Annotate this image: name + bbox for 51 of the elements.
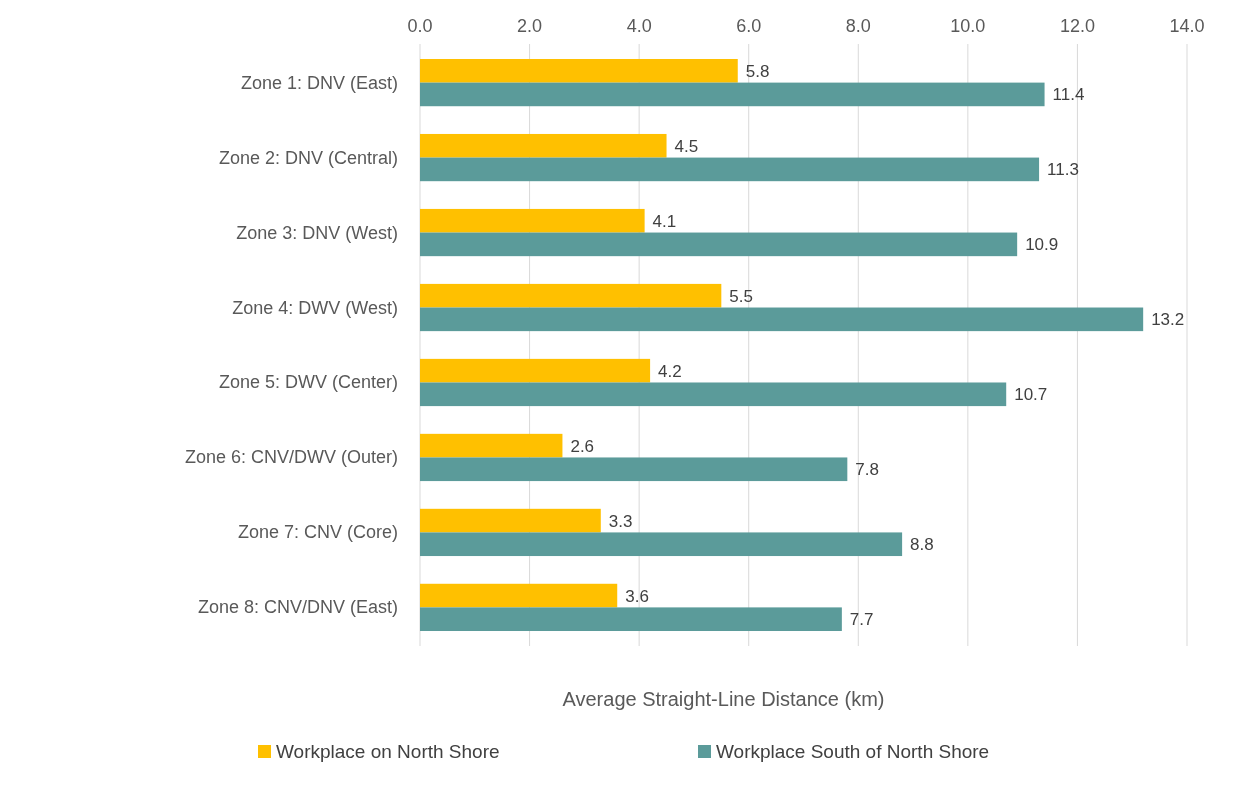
bar	[420, 208, 645, 233]
bar	[420, 532, 903, 557]
x-axis-title: Average Straight-Line Distance (km)	[562, 688, 885, 710]
x-tick-label: 6.0	[736, 16, 762, 36]
legend-label: Workplace on North Shore	[276, 741, 500, 762]
bar	[420, 133, 667, 158]
y-tick-label: Zone 7: CNV (Core)	[237, 522, 398, 543]
y-tick-label: Zone 3: DNV (West)	[236, 222, 398, 243]
bar	[420, 232, 1018, 257]
x-tick-label: 12.0	[1059, 16, 1095, 36]
bar	[420, 58, 738, 83]
data-label: 7.8	[855, 460, 879, 480]
data-label: 4.2	[658, 361, 682, 381]
bar	[420, 382, 1007, 407]
x-tick-label: 10.0	[950, 16, 986, 36]
legend-label: Workplace South of North Shore	[716, 741, 990, 762]
bar	[420, 457, 848, 482]
data-label: 3.3	[608, 511, 633, 531]
y-tick-label: Zone 6: CNV/DWV (Outer)	[184, 447, 398, 468]
y-tick-label: Zone 5: DWV (Center)	[218, 372, 398, 393]
bar	[420, 82, 1045, 107]
bar	[420, 307, 1144, 332]
data-label: 4.5	[674, 136, 699, 156]
data-label: 3.6	[625, 586, 649, 606]
bar	[420, 358, 651, 383]
x-tick-label: 4.0	[626, 16, 652, 36]
data-label: 2.6	[570, 436, 595, 456]
x-tick-label: 2.0	[517, 16, 543, 36]
x-tick-label: 14.0	[1169, 16, 1205, 36]
data-label: 10.7	[1014, 385, 1048, 405]
data-label: 4.1	[652, 211, 677, 231]
bar	[420, 583, 618, 608]
data-label: 5.5	[729, 286, 753, 306]
data-label: 5.8	[745, 61, 770, 81]
y-tick-label: Zone 4: DWV (West)	[232, 297, 398, 318]
bar	[420, 157, 1040, 182]
bar	[420, 283, 722, 308]
data-label: 11.3	[1047, 160, 1079, 180]
data-label: 10.9	[1025, 235, 1059, 255]
y-tick-label: Zone 8: CNV/DNV (East)	[197, 597, 398, 618]
bar	[420, 607, 842, 632]
bar	[420, 508, 601, 533]
data-label: 8.8	[910, 535, 934, 555]
data-label: 7.7	[849, 610, 874, 630]
bar	[420, 433, 563, 458]
x-tick-label: 8.0	[845, 16, 871, 36]
y-tick-label: Zone 2: DNV (Central)	[218, 147, 398, 168]
data-label: 13.2	[1151, 310, 1185, 330]
data-label: 11.4	[1052, 85, 1085, 105]
y-tick-label: Zone 1: DNV (East)	[240, 72, 398, 93]
x-tick-label: 0.0	[407, 16, 433, 36]
